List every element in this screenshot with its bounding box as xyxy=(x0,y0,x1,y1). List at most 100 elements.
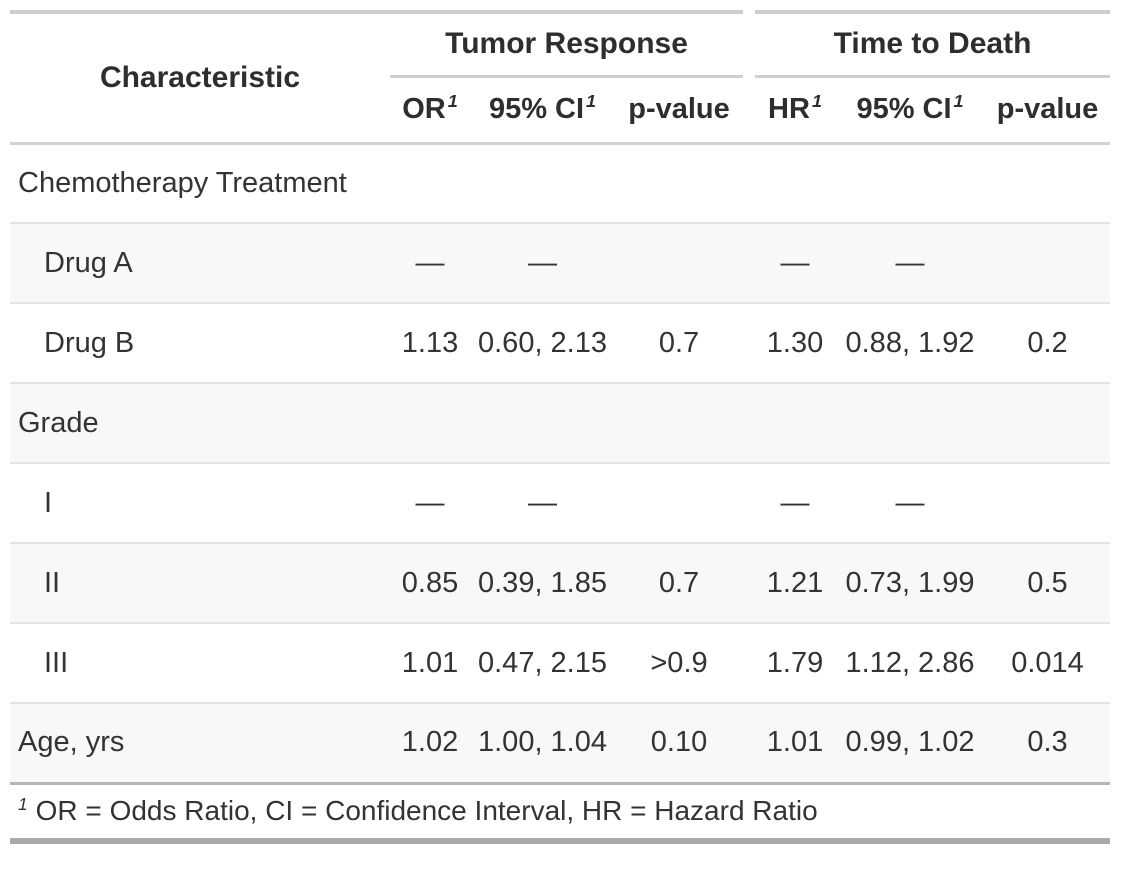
table-row: III 1.01 0.47, 2.15 >0.9 1.79 1.12, 2.86 0.014 xyxy=(10,622,1110,703)
footnote-row: 1 OR = Odds Ratio, CI = Confidence Interv… xyxy=(10,781,1110,844)
column-header-label: OR xyxy=(402,93,446,125)
cell-value: — xyxy=(390,462,470,543)
column-header-p-value: p-value xyxy=(615,76,743,145)
row-label: II xyxy=(10,542,390,623)
row-label: Drug B xyxy=(10,302,390,383)
column-header-label: HR xyxy=(768,93,810,125)
column-header-label: 95% CI xyxy=(488,93,585,125)
cell-value xyxy=(755,382,835,463)
column-header-label: 95% CI xyxy=(856,93,952,125)
row-label: Chemotherapy Treatment xyxy=(10,142,390,223)
cell-value: 0.88, 1.92 xyxy=(835,302,985,383)
cell-value: — xyxy=(835,222,985,303)
spanner-tumor-response: Tumor Response xyxy=(390,10,743,78)
cell-value: 0.7 xyxy=(615,542,743,623)
footnote-reference: 1 xyxy=(811,91,822,112)
footnote-marker: 1 xyxy=(18,793,28,814)
column-header-95-ci: 95% CI 1 xyxy=(470,76,615,145)
table-row: Age, yrs 1.02 1.00, 1.04 0.10 1.01 0.99, 1.02… xyxy=(10,702,1110,783)
footnote-text: OR = Odds Ratio, CI = Confidence Interva… xyxy=(35,795,818,827)
table-row: Chemotherapy Treatment xyxy=(10,142,1110,223)
cell-value: — xyxy=(835,462,985,543)
cell-value: 1.00, 1.04 xyxy=(470,702,615,783)
cell-value: >0.9 xyxy=(615,622,743,703)
cell-value: 0.10 xyxy=(615,702,743,783)
column-header-hr: HR 1 xyxy=(755,76,835,145)
table-row: Drug A — — — — xyxy=(10,222,1110,303)
cell-value: — xyxy=(755,462,835,543)
footnote-reference: 1 xyxy=(586,91,597,112)
cell-value xyxy=(985,462,1110,543)
cell-value xyxy=(615,382,743,463)
cell-value xyxy=(985,382,1110,463)
column-group-gap xyxy=(743,222,755,303)
cell-value: 0.5 xyxy=(985,542,1110,623)
cell-value xyxy=(470,382,615,463)
cell-value xyxy=(390,382,470,463)
table-row: Drug B 1.13 0.60, 2.13 0.7 1.30 0.88, 1.92 0.2 xyxy=(10,302,1110,383)
column-group-gap xyxy=(743,76,755,145)
column-group-gap xyxy=(743,142,755,223)
cell-value: 1.01 xyxy=(755,702,835,783)
column-group-gap xyxy=(743,302,755,383)
header-labels-row: OR 1 95% CI 1 p-value HR 1 95% CI 1 p-value xyxy=(10,76,1110,145)
cell-value: 0.85 xyxy=(390,542,470,623)
cell-value: — xyxy=(470,462,615,543)
cell-value xyxy=(755,142,835,223)
row-label: Age, yrs xyxy=(10,702,390,783)
cell-value xyxy=(615,142,743,223)
cell-value xyxy=(615,462,743,543)
column-group-gap xyxy=(743,622,755,703)
cell-value xyxy=(835,382,985,463)
footnote: 1 OR = Odds Ratio, CI = Confidence Interv… xyxy=(10,781,1110,844)
cell-value: 1.12, 2.86 xyxy=(835,622,985,703)
cell-value xyxy=(985,222,1110,303)
cell-value: 0.47, 2.15 xyxy=(470,622,615,703)
cell-value: 0.3 xyxy=(985,702,1110,783)
column-header-characteristic: Characteristic xyxy=(10,10,390,145)
cell-value xyxy=(985,142,1110,223)
cell-value: 1.01 xyxy=(390,622,470,703)
table-body: Chemotherapy Treatment Drug A — — — — Drug B 1.… xyxy=(10,142,1110,783)
table-footer: 1 OR = Odds Ratio, CI = Confidence Interv… xyxy=(10,781,1110,844)
row-label: I xyxy=(10,462,390,543)
cell-value: 0.014 xyxy=(985,622,1110,703)
cell-value: 1.30 xyxy=(755,302,835,383)
cell-value: 0.99, 1.02 xyxy=(835,702,985,783)
cell-value: 0.39, 1.85 xyxy=(470,542,615,623)
cell-value: 0.7 xyxy=(615,302,743,383)
column-group-gap xyxy=(743,12,755,76)
row-label: Drug A xyxy=(10,222,390,303)
footnote-reference: 1 xyxy=(447,91,458,112)
table-row: Grade xyxy=(10,382,1110,463)
column-header-p-value: p-value xyxy=(985,76,1110,145)
spanner-time-to-death: Time to Death xyxy=(755,10,1110,78)
cell-value: — xyxy=(470,222,615,303)
cell-value: 1.13 xyxy=(390,302,470,383)
row-label: Grade xyxy=(10,382,390,463)
cell-value xyxy=(470,142,615,223)
cell-value xyxy=(615,222,743,303)
cell-value xyxy=(835,142,985,223)
column-group-gap xyxy=(743,382,755,463)
column-header-or: OR 1 xyxy=(390,76,470,145)
cell-value xyxy=(390,142,470,223)
column-group-gap xyxy=(743,542,755,623)
row-label: III xyxy=(10,622,390,703)
cell-value: — xyxy=(390,222,470,303)
cell-value: 1.79 xyxy=(755,622,835,703)
table-row: II 0.85 0.39, 1.85 0.7 1.21 0.73, 1.99 0.5 xyxy=(10,542,1110,623)
column-group-gap xyxy=(743,702,755,783)
column-header-label: p-value xyxy=(628,93,730,125)
table-header: Characteristic Tumor Response Time to De… xyxy=(10,10,1110,145)
cell-value: 0.73, 1.99 xyxy=(835,542,985,623)
column-header-95-ci: 95% CI 1 xyxy=(835,76,985,145)
footnote-reference: 1 xyxy=(953,91,964,112)
cell-value: — xyxy=(755,222,835,303)
column-header-label: p-value xyxy=(996,93,1099,125)
header-spanner-row: Characteristic Tumor Response Time to De… xyxy=(10,10,1110,145)
cell-value: 1.02 xyxy=(390,702,470,783)
regression-summary-table: Characteristic Tumor Response Time to De… xyxy=(10,10,1110,844)
column-group-gap xyxy=(743,462,755,543)
cell-value: 0.2 xyxy=(985,302,1110,383)
